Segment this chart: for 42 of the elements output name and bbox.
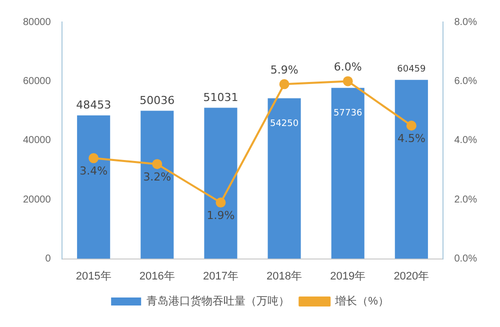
x-tick-label: 2019年 xyxy=(330,270,366,282)
data-label: 5.9% xyxy=(270,64,298,77)
data-label: 6.0% xyxy=(334,60,362,74)
y2-tick-label: 6.0% xyxy=(454,76,478,87)
data-label: 3.4% xyxy=(80,164,108,178)
x-tick-label: 2017年 xyxy=(202,270,238,282)
data-label: 57736 xyxy=(334,108,362,119)
y2-tick-label: 8.0% xyxy=(454,16,478,28)
bar xyxy=(268,98,301,259)
legend-label: 增长（%） xyxy=(334,294,389,308)
y-tick-label: 40000 xyxy=(22,135,52,146)
y-tick-label: 20000 xyxy=(22,194,52,206)
y-tick-label: 60000 xyxy=(22,76,52,87)
point xyxy=(406,120,416,131)
point xyxy=(342,76,353,86)
data-label: 48453 xyxy=(76,98,112,112)
point xyxy=(152,159,162,170)
data-label: 1.9% xyxy=(206,208,235,222)
data-label: 50036 xyxy=(140,94,175,108)
y2-tick-label: 2.0% xyxy=(454,194,478,206)
y2-tick-label: 0.0% xyxy=(454,254,478,265)
data-label: 51031 xyxy=(203,91,238,104)
point xyxy=(88,153,99,164)
x-tick-label: 2020年 xyxy=(394,270,430,282)
bar xyxy=(77,115,110,259)
x-tick-label: 2018年 xyxy=(266,270,302,282)
data-label: 4.5% xyxy=(397,132,426,145)
point xyxy=(279,79,290,90)
data-label: 60459 xyxy=(397,64,426,75)
data-label: 54250 xyxy=(270,119,299,130)
point xyxy=(216,198,226,208)
legend-label: 青岛港口货物吞吐量（万吨） xyxy=(146,294,290,308)
y-tick-label: 0 xyxy=(45,254,52,265)
x-tick-label: 2016年 xyxy=(139,270,175,282)
bar xyxy=(140,110,174,259)
bar xyxy=(204,108,238,259)
y2-tick-label: 4.0% xyxy=(454,135,478,146)
x-tick-label: 2015年 xyxy=(76,270,112,282)
bar xyxy=(394,80,428,259)
data-label: 3.2% xyxy=(143,170,172,184)
y-tick-label: 80000 xyxy=(22,16,52,28)
bar xyxy=(331,88,364,259)
